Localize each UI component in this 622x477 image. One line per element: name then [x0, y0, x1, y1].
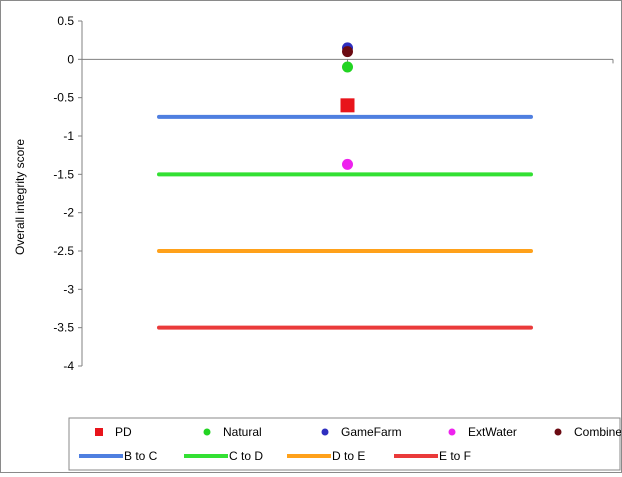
- legend: PD Natural GameFarm ExtWater Combined B to C C…: [68, 417, 622, 471]
- y-tick-label: -0.5: [53, 91, 74, 105]
- point-extwater: [342, 158, 353, 170]
- legend-marker: [448, 428, 456, 436]
- axes: 0.5 0 -0.5 -1 -1.5 -2 -2.5 -3 -3.5 -4: [53, 14, 614, 373]
- data-points: [340, 42, 355, 170]
- legend-label: B to C: [124, 449, 158, 463]
- y-tick-label: -1.5: [53, 167, 74, 181]
- y-tick-label: -3: [63, 282, 74, 296]
- y-tick-label: -1: [63, 129, 74, 143]
- y-tick-label: -4: [63, 359, 74, 373]
- legend-label: ExtWater: [468, 425, 517, 439]
- y-tick-label: -2: [63, 206, 74, 220]
- legend-marker: [554, 428, 562, 436]
- point-combined: [342, 46, 353, 58]
- legend-marker: [95, 428, 103, 436]
- legend-label: D to E: [332, 449, 365, 463]
- y-tick-label: -2.5: [53, 244, 74, 258]
- legend-label: E to F: [439, 449, 471, 463]
- legend-box: [68, 417, 621, 471]
- legend-marker: [203, 428, 211, 436]
- point-pd: [340, 98, 355, 113]
- legend-label: Natural: [223, 425, 262, 439]
- y-axis-label: Overall integrity score: [13, 139, 27, 255]
- legend-label: PD: [115, 425, 132, 439]
- point-natural: [342, 61, 353, 73]
- y-tick-label: -3.5: [53, 321, 74, 335]
- legend-label: Combined: [574, 425, 621, 439]
- legend-label: GameFarm: [341, 425, 402, 439]
- threshold-lines: [154, 114, 536, 335]
- y-tick-label: 0.5: [57, 14, 74, 28]
- legend-marker: [321, 428, 329, 436]
- y-tick-label: 0: [67, 52, 74, 66]
- legend-label: C to D: [229, 449, 263, 463]
